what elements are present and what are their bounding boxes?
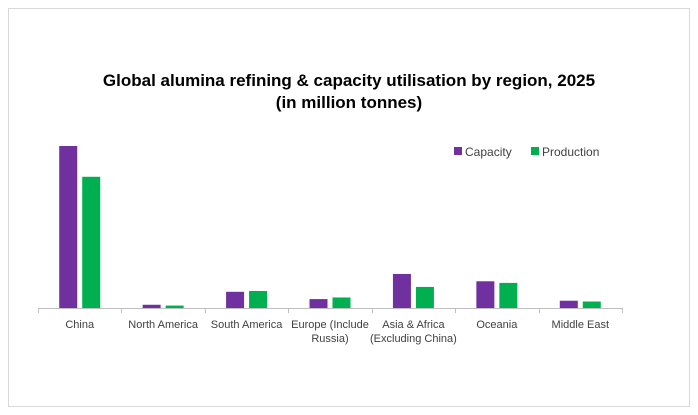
chart-title-line-2: (in million tonnes) [275,93,423,112]
legend-label-production: Production [542,145,599,159]
bar-capacity-1 [142,304,161,308]
x-tick-label-2: South America [211,319,283,331]
x-tick-label-line: Russia) [311,333,348,345]
bar-production-1 [165,305,184,308]
x-tick-label-line: North America [128,319,199,331]
bar-capacity-3 [309,299,328,308]
x-tick-label-3: Europe (Include Russia) [291,319,369,345]
chart-title: Global alumina refining & capacity utili… [0,70,698,114]
x-tick-label-line: Asia & Africa [382,319,445,331]
bar-capacity-6 [559,300,578,308]
x-tick-label-6: Middle East [552,319,609,331]
x-tick-label-1: North America [128,319,199,331]
bar-production-5 [499,282,518,308]
x-tick-label-line: Oceania [476,319,518,331]
x-tick-label-line: China [65,319,95,331]
bar-capacity-0 [59,146,78,308]
legend-swatch-production [531,147,539,155]
bar-production-6 [582,301,601,308]
bar-capacity-2 [226,291,245,308]
bar-production-2 [249,290,268,308]
chart-frame [8,8,690,407]
x-axis [38,308,623,313]
legend-label-capacity: Capacity [465,145,512,159]
x-tick-label-line: Europe (Include [291,319,369,331]
chart-title-line-1: Global alumina refining & capacity utili… [102,71,596,90]
x-tick-label-4: Asia & Africa (Excluding China) [370,319,457,345]
bar-production-3 [332,297,351,308]
bar-capacity-5 [476,281,495,308]
bar-production-4 [415,286,434,308]
x-tick-label-0: China [65,319,95,331]
x-axis-tick-labels: China North America South America Europe (I… [65,319,609,345]
x-tick-label-line: South America [211,319,283,331]
legend: Capacity Production [454,145,599,159]
x-tick-label-line: (Excluding China) [370,333,457,345]
bar-capacity-4 [392,273,411,308]
legend-swatch-capacity [454,147,462,155]
bars-group [59,146,601,308]
x-tick-label-5: Oceania [476,319,518,331]
bar-production-0 [82,176,101,308]
x-tick-label-line: Middle East [552,319,609,331]
